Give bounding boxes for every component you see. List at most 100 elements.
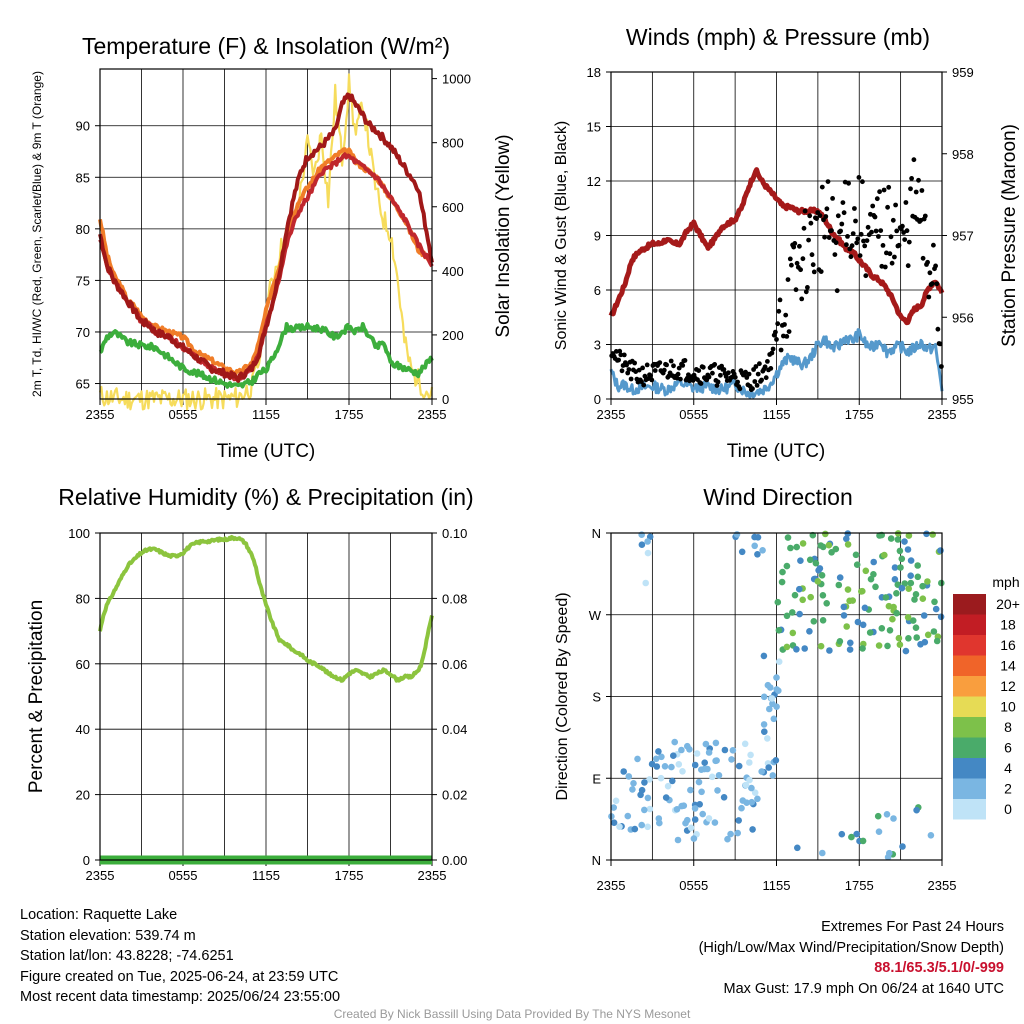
direction-point bbox=[748, 798, 755, 806]
direction-point bbox=[932, 605, 940, 613]
temp-panel-xtick-label: 2355 bbox=[86, 407, 115, 422]
gust-point bbox=[926, 294, 932, 300]
wind-panel-y2tick-label: 957 bbox=[952, 229, 974, 244]
direction-point bbox=[674, 836, 682, 844]
gust-point bbox=[644, 362, 650, 368]
temp-panel-ytick-label: 85 bbox=[76, 170, 90, 185]
gust-point bbox=[784, 334, 790, 339]
gust-point bbox=[807, 213, 813, 219]
gust-point bbox=[649, 377, 655, 383]
gust-point bbox=[903, 200, 909, 205]
colorbar-swatch bbox=[953, 737, 986, 758]
direction-point bbox=[766, 705, 773, 713]
gust-point bbox=[778, 347, 784, 353]
direction-point bbox=[642, 579, 649, 587]
gust-point bbox=[621, 352, 627, 358]
humidity-series bbox=[98, 535, 434, 683]
gust-point bbox=[877, 189, 882, 195]
rh-panel-y2tick-label: 0.00 bbox=[442, 853, 467, 868]
gust-point bbox=[927, 270, 933, 276]
direction-point bbox=[893, 590, 900, 597]
direction-point bbox=[822, 530, 829, 538]
gust-point bbox=[676, 365, 682, 371]
gust-point bbox=[937, 341, 943, 347]
direction-point bbox=[760, 721, 768, 728]
temp-panel-y2tick-label: 400 bbox=[442, 264, 464, 279]
colorbar-swatch bbox=[953, 655, 986, 676]
direction-point bbox=[691, 761, 699, 769]
direction-point bbox=[772, 757, 780, 764]
rh-panel-xtick-label: 1755 bbox=[335, 868, 364, 883]
extremes-subtitle: (High/Low/Max Wind/Precipitation/Snow De… bbox=[698, 939, 1004, 956]
gust-point bbox=[925, 259, 930, 265]
gust-point bbox=[763, 375, 769, 381]
direction-point bbox=[751, 542, 758, 550]
gust-point bbox=[872, 214, 878, 220]
direction-point bbox=[799, 596, 806, 604]
gust-point bbox=[652, 368, 658, 373]
direction-point bbox=[836, 638, 844, 645]
gust-point bbox=[757, 361, 762, 367]
direction-point bbox=[670, 752, 677, 759]
rh-panel-ytick-label: 100 bbox=[68, 526, 90, 541]
direction-point bbox=[779, 568, 786, 576]
extremes-panel: Extremes For Past 24 Hours (High/Low/Max… bbox=[699, 917, 1004, 999]
gust-point bbox=[810, 262, 816, 268]
dir-panel-title: Wind Direction bbox=[703, 484, 853, 510]
colorbar-swatch bbox=[953, 799, 986, 820]
gust-point bbox=[839, 221, 845, 227]
gust-point bbox=[759, 377, 764, 383]
direction-point bbox=[610, 804, 617, 811]
gust-point bbox=[817, 213, 823, 219]
direction-point bbox=[823, 600, 830, 607]
direction-point bbox=[787, 544, 794, 552]
dir-panel-ylabel: Direction (Colored By Speed) bbox=[554, 592, 571, 800]
direction-point bbox=[902, 647, 910, 655]
direction-point bbox=[735, 817, 742, 824]
colorbar-swatch bbox=[953, 717, 986, 738]
direction-point bbox=[735, 762, 743, 770]
gust-point bbox=[863, 273, 869, 279]
direction-point bbox=[655, 748, 662, 755]
direction-point bbox=[890, 815, 897, 822]
gust-point bbox=[818, 269, 824, 274]
sonic-wind-series bbox=[609, 328, 944, 399]
direction-point bbox=[729, 747, 737, 754]
dir-panel-ytick-label: S bbox=[592, 690, 601, 705]
direction-point bbox=[696, 801, 703, 808]
location-label: Location: Raquette Lake bbox=[20, 907, 178, 923]
max-gust-label: Max Gust: 17.9 mph On 06/24 at 1640 UTC bbox=[723, 980, 1004, 997]
gust-point bbox=[849, 243, 855, 249]
direction-point bbox=[693, 750, 701, 757]
direction-point bbox=[872, 583, 879, 591]
temp-panel-y2tick-label: 800 bbox=[442, 136, 464, 151]
direction-point bbox=[658, 753, 665, 761]
direction-point bbox=[898, 555, 906, 563]
gust-point bbox=[737, 386, 743, 392]
direction-point bbox=[835, 581, 843, 589]
gust-point bbox=[770, 346, 776, 352]
gust-point bbox=[838, 228, 843, 234]
gust-point bbox=[628, 376, 634, 382]
direction-point bbox=[796, 610, 803, 618]
direction-point bbox=[775, 658, 783, 665]
direction-point bbox=[898, 584, 906, 592]
direction-point bbox=[746, 776, 753, 784]
direction-point bbox=[783, 612, 791, 620]
gust-point bbox=[743, 369, 748, 375]
direction-point bbox=[741, 740, 749, 748]
gust-point bbox=[934, 281, 940, 287]
direction-point bbox=[691, 805, 699, 812]
gust-point bbox=[916, 177, 921, 183]
temp-panel-y2tick-label: 200 bbox=[442, 328, 464, 343]
direction-point bbox=[911, 596, 918, 603]
direction-point bbox=[701, 759, 708, 766]
direction-point bbox=[715, 772, 723, 779]
direction-point bbox=[748, 784, 755, 792]
gust-point bbox=[774, 337, 779, 342]
colorbar-label: 2 bbox=[1004, 781, 1012, 797]
direction-point bbox=[774, 598, 782, 606]
wind-panel-xtick-label: 1755 bbox=[845, 407, 874, 422]
direction-point bbox=[778, 578, 786, 586]
gust-point bbox=[624, 362, 629, 368]
